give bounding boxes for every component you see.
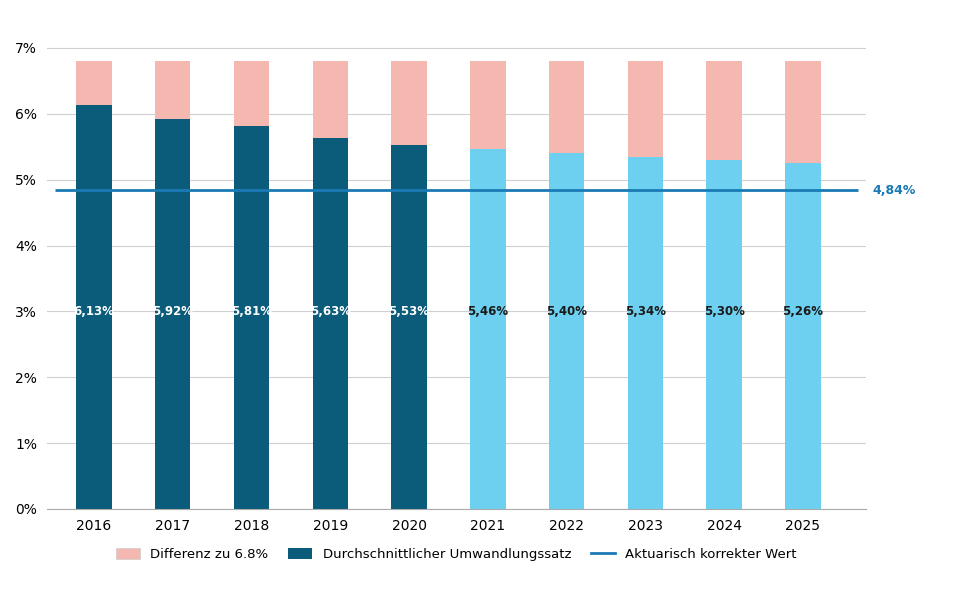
Bar bbox=[628, 61, 663, 157]
Bar bbox=[707, 61, 742, 160]
Bar bbox=[549, 153, 585, 509]
Bar bbox=[470, 149, 506, 509]
Bar bbox=[313, 138, 348, 509]
Text: 5,30%: 5,30% bbox=[704, 305, 745, 318]
Text: 5,63%: 5,63% bbox=[310, 305, 350, 318]
Text: 5,46%: 5,46% bbox=[468, 305, 509, 318]
Bar bbox=[234, 61, 269, 126]
Text: 5,26%: 5,26% bbox=[782, 305, 824, 318]
Text: 4,84%: 4,84% bbox=[873, 184, 916, 197]
Bar bbox=[155, 119, 190, 509]
Text: 5,81%: 5,81% bbox=[231, 305, 272, 318]
Bar bbox=[155, 61, 190, 119]
Text: 5,34%: 5,34% bbox=[625, 305, 666, 318]
Bar bbox=[76, 105, 111, 509]
Bar bbox=[707, 160, 742, 509]
Text: 5,40%: 5,40% bbox=[546, 305, 588, 318]
Bar bbox=[313, 61, 348, 138]
Bar bbox=[785, 61, 821, 163]
Text: 5,53%: 5,53% bbox=[389, 305, 429, 318]
Bar bbox=[392, 61, 427, 145]
Bar bbox=[628, 157, 663, 509]
Bar bbox=[76, 61, 111, 105]
Bar bbox=[234, 126, 269, 509]
Bar bbox=[785, 163, 821, 509]
Text: 5,92%: 5,92% bbox=[153, 305, 193, 318]
Bar bbox=[392, 145, 427, 509]
Bar bbox=[549, 61, 585, 153]
Legend: Differenz zu 6.8%, Durchschnittlicher Umwandlungssatz, Aktuarisch korrekter Wert: Differenz zu 6.8%, Durchschnittlicher Um… bbox=[110, 543, 802, 567]
Text: 6,13%: 6,13% bbox=[74, 305, 114, 318]
Bar bbox=[470, 61, 506, 149]
